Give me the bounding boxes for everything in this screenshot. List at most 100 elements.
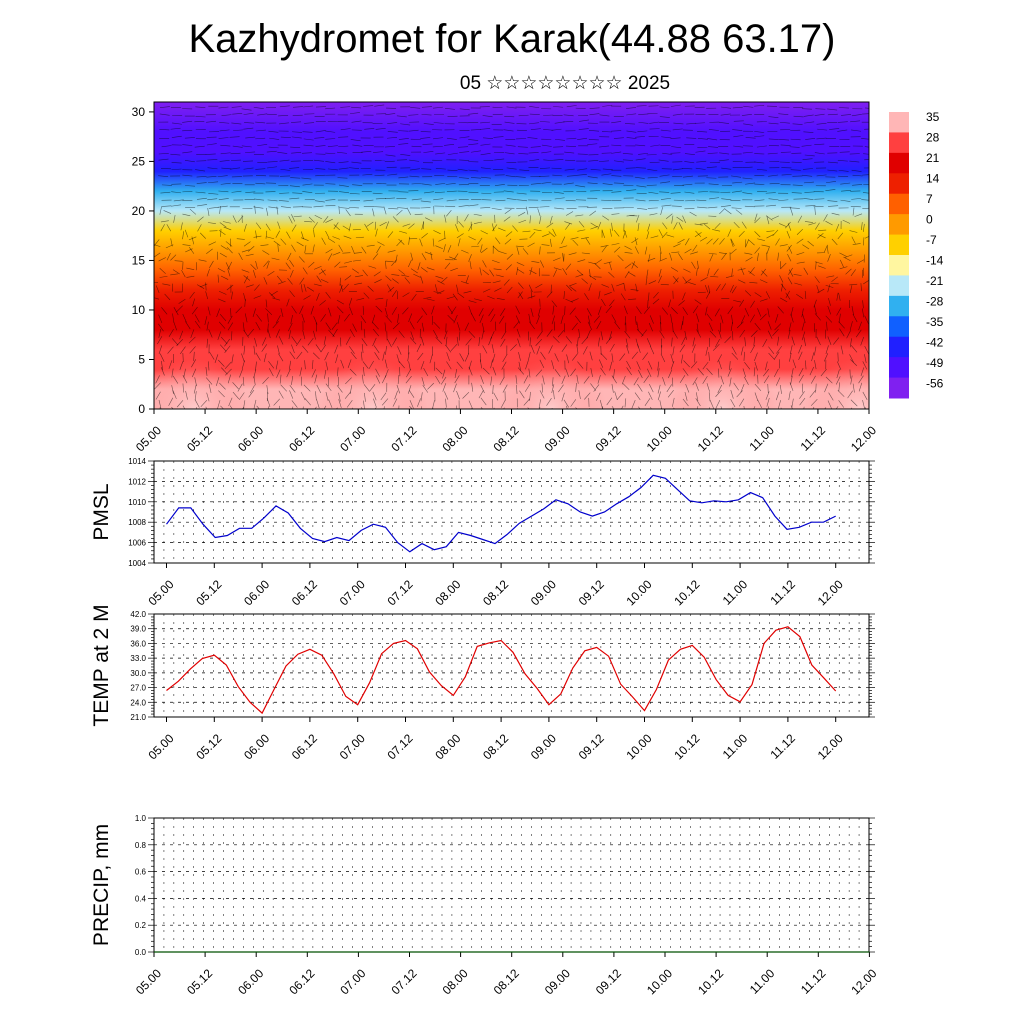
wind-vector (542, 375, 545, 385)
wind-vector (427, 382, 435, 390)
wind-vector (301, 177, 312, 180)
wind-vector (351, 106, 362, 109)
wind-vector (387, 250, 396, 253)
wind-vector (300, 284, 303, 293)
wind-vector (579, 119, 590, 122)
wind-vector (637, 208, 648, 210)
wind-vector (423, 191, 434, 194)
wind-vector (268, 130, 279, 133)
colorbar-swatch (889, 112, 909, 133)
wind-vector (829, 128, 840, 130)
wind-vector (571, 298, 579, 302)
wind-vector (491, 344, 495, 354)
wind-vector (395, 254, 398, 263)
wind-vector (420, 275, 424, 284)
colorbar-label: -21 (926, 274, 944, 288)
wind-vector (601, 245, 607, 253)
wind-vector (252, 308, 256, 318)
wind-vector (398, 176, 409, 179)
wind-vector (785, 290, 790, 299)
wind-vector (161, 184, 172, 186)
wind-vector (817, 265, 826, 269)
wind-vector (387, 338, 392, 348)
wind-vector (277, 221, 281, 230)
wind-vector (385, 221, 390, 229)
wind-vector (613, 230, 620, 237)
wind-vector (825, 189, 836, 191)
wind-vector (599, 114, 610, 117)
wind-vector (661, 231, 668, 239)
wind-vector (624, 330, 631, 339)
wind-vector (360, 315, 367, 324)
wind-vector (195, 169, 206, 172)
wind-vector (837, 159, 848, 162)
wind-vector (231, 106, 242, 108)
wind-vector (850, 120, 861, 123)
wind-vector (695, 382, 699, 391)
wind-vector (802, 314, 806, 323)
wind-vector (491, 208, 502, 210)
wind-vector (516, 266, 519, 275)
wind-vector (590, 222, 598, 228)
wind-vector (566, 137, 577, 140)
wind-vector (754, 392, 759, 402)
wind-vector (480, 384, 485, 394)
wind-vector (660, 353, 666, 363)
wind-vector (158, 323, 164, 332)
wind-vector (561, 392, 565, 402)
wind-vector (480, 230, 488, 235)
wind-vector (634, 176, 645, 179)
wind-vector (633, 377, 639, 386)
wind-vector (159, 129, 170, 131)
wind-vector (218, 359, 225, 367)
wind-vector (628, 272, 636, 277)
wind-vector (805, 205, 816, 207)
wind-vector (176, 305, 183, 313)
x-tick-label: 07.12 (384, 577, 415, 608)
wind-vector (195, 191, 206, 194)
wind-vector (637, 344, 641, 353)
wind-vector (672, 275, 679, 283)
wind-vector (446, 296, 455, 300)
wind-vector (500, 338, 506, 347)
wind-vector (314, 265, 322, 270)
wind-vector (182, 120, 193, 123)
wind-vector (161, 360, 164, 370)
wind-vector (602, 215, 610, 221)
x-tick-label: 11.00 (746, 423, 777, 454)
wind-vector (432, 238, 435, 247)
wind-vector (320, 279, 329, 283)
wind-vector (194, 314, 200, 323)
wind-vector (862, 174, 869, 176)
wind-vector (785, 292, 791, 300)
wind-vector (754, 217, 761, 224)
wind-vector (380, 392, 387, 401)
wind-vector (805, 138, 816, 140)
wind-vector (796, 252, 805, 256)
wind-vector (205, 377, 213, 385)
wind-vector (441, 276, 448, 283)
wind-vector (166, 224, 172, 232)
wind-vector (267, 271, 275, 276)
wind-vector (505, 231, 513, 237)
wind-vector (344, 275, 352, 281)
x-tick-label: 09.00 (542, 966, 573, 997)
wind-vector (185, 248, 193, 253)
wind-vector (858, 382, 863, 392)
wind-vector (320, 314, 326, 322)
wind-vector (279, 192, 290, 194)
wind-vector (207, 222, 216, 225)
wind-vector (411, 293, 417, 301)
wind-vector (637, 223, 640, 232)
wind-vector (707, 152, 718, 154)
wind-vector (646, 184, 657, 186)
y-tick-label: 21.0 (130, 713, 146, 722)
wind-vector (816, 336, 821, 346)
wind-vector (768, 122, 779, 125)
wind-vector (812, 406, 815, 409)
x-tick-label: 06.12 (289, 577, 320, 608)
wind-vector (244, 298, 246, 307)
wind-vector (565, 405, 568, 409)
wind-vector (387, 137, 398, 139)
